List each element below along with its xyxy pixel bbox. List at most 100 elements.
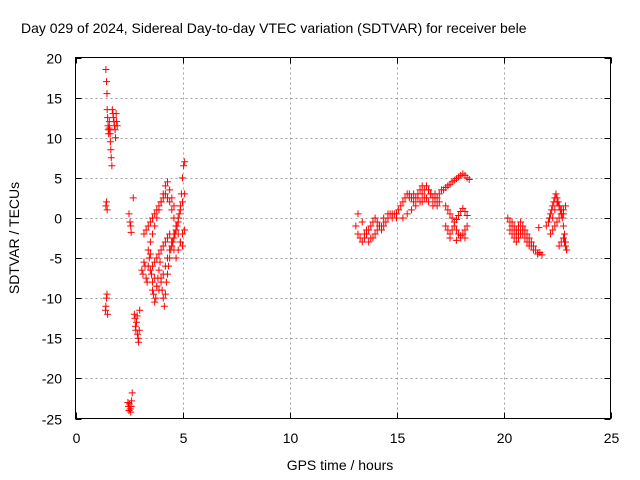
data-point bbox=[138, 266, 146, 274]
data-point bbox=[367, 222, 375, 230]
data-point bbox=[176, 238, 184, 246]
data-point bbox=[150, 290, 158, 298]
data-point bbox=[157, 246, 165, 254]
axis-ticks bbox=[75, 57, 612, 420]
data-point bbox=[465, 175, 473, 183]
x-tick-label: 5 bbox=[180, 430, 188, 446]
data-point bbox=[161, 182, 169, 190]
data-point bbox=[102, 302, 110, 310]
data-point bbox=[504, 214, 512, 222]
data-point bbox=[108, 106, 116, 114]
data-point bbox=[463, 222, 471, 230]
x-tick-label: 15 bbox=[390, 430, 406, 446]
data-point bbox=[560, 238, 568, 246]
data-point bbox=[176, 206, 184, 214]
data-point bbox=[112, 110, 120, 118]
data-point bbox=[112, 134, 120, 142]
data-point bbox=[538, 251, 546, 259]
data-point bbox=[127, 228, 135, 236]
data-point bbox=[136, 306, 144, 314]
data-point bbox=[510, 222, 518, 230]
data-point bbox=[108, 162, 116, 170]
data-point bbox=[373, 226, 381, 234]
data-point bbox=[134, 330, 142, 338]
data-point bbox=[549, 214, 557, 222]
data-point bbox=[166, 246, 174, 254]
data-point bbox=[365, 238, 373, 246]
data-point bbox=[172, 254, 180, 262]
data-point bbox=[382, 218, 390, 226]
data-point bbox=[410, 198, 418, 206]
data-point bbox=[412, 202, 420, 210]
data-point bbox=[104, 310, 112, 318]
data-point bbox=[446, 210, 454, 218]
y-tick-label: -10 bbox=[42, 291, 62, 307]
data-point bbox=[508, 230, 516, 238]
data-point bbox=[542, 222, 550, 230]
data-point bbox=[152, 294, 160, 302]
data-point bbox=[124, 398, 132, 406]
x-tick-label: 10 bbox=[283, 430, 299, 446]
data-point bbox=[128, 397, 136, 405]
data-point bbox=[418, 198, 426, 206]
data-point bbox=[153, 254, 161, 262]
data-point bbox=[452, 216, 460, 224]
data-point bbox=[442, 202, 450, 210]
data-point bbox=[425, 198, 433, 206]
data-point bbox=[145, 254, 153, 262]
data-point bbox=[146, 238, 154, 246]
data-point bbox=[549, 226, 557, 234]
x-axis-label: GPS time / hours bbox=[287, 457, 394, 473]
data-point bbox=[175, 210, 183, 218]
x-tick-label: 0 bbox=[73, 430, 81, 446]
data-point bbox=[125, 210, 133, 218]
data-point bbox=[168, 238, 176, 246]
data-point bbox=[435, 198, 443, 206]
data-point bbox=[170, 202, 178, 210]
data-point bbox=[517, 226, 525, 234]
data-point bbox=[444, 206, 452, 214]
x-tick-label: 20 bbox=[497, 430, 513, 446]
data-point bbox=[111, 126, 119, 134]
data-point bbox=[146, 218, 154, 226]
data-point bbox=[102, 66, 110, 74]
y-axis-label: SDTVAR / TECUs bbox=[6, 182, 22, 294]
data-point bbox=[448, 214, 456, 222]
data-point bbox=[147, 270, 155, 278]
data-point bbox=[446, 234, 454, 242]
data-point bbox=[151, 210, 159, 218]
data-point bbox=[384, 210, 392, 218]
data-point bbox=[457, 232, 465, 240]
y-tick-label: 20 bbox=[46, 51, 62, 67]
data-point bbox=[146, 266, 154, 274]
data-point bbox=[180, 162, 188, 170]
data-point bbox=[455, 212, 463, 220]
data-point bbox=[369, 234, 377, 242]
y-tick-label: -25 bbox=[42, 412, 62, 428]
data-point bbox=[562, 202, 570, 210]
data-point bbox=[155, 266, 163, 274]
y-tick-label: 0 bbox=[54, 211, 62, 227]
data-point bbox=[140, 230, 148, 238]
data-point bbox=[179, 230, 186, 238]
data-point bbox=[157, 198, 165, 206]
data-point bbox=[551, 206, 559, 214]
data-point bbox=[555, 202, 563, 210]
data-point bbox=[164, 254, 172, 262]
data-point bbox=[563, 246, 571, 254]
data-point bbox=[107, 146, 115, 154]
data-point bbox=[463, 212, 471, 220]
data-point bbox=[388, 214, 396, 222]
data-point bbox=[354, 230, 362, 238]
data-point bbox=[358, 238, 366, 246]
data-point bbox=[168, 206, 176, 214]
data-point bbox=[506, 226, 514, 234]
data-point bbox=[525, 242, 533, 250]
data-point bbox=[151, 298, 159, 306]
data-point bbox=[172, 222, 180, 230]
data-point bbox=[149, 230, 157, 238]
data-point bbox=[155, 286, 163, 294]
data-point bbox=[106, 130, 114, 138]
data-point bbox=[159, 270, 167, 278]
data-point bbox=[529, 246, 537, 254]
